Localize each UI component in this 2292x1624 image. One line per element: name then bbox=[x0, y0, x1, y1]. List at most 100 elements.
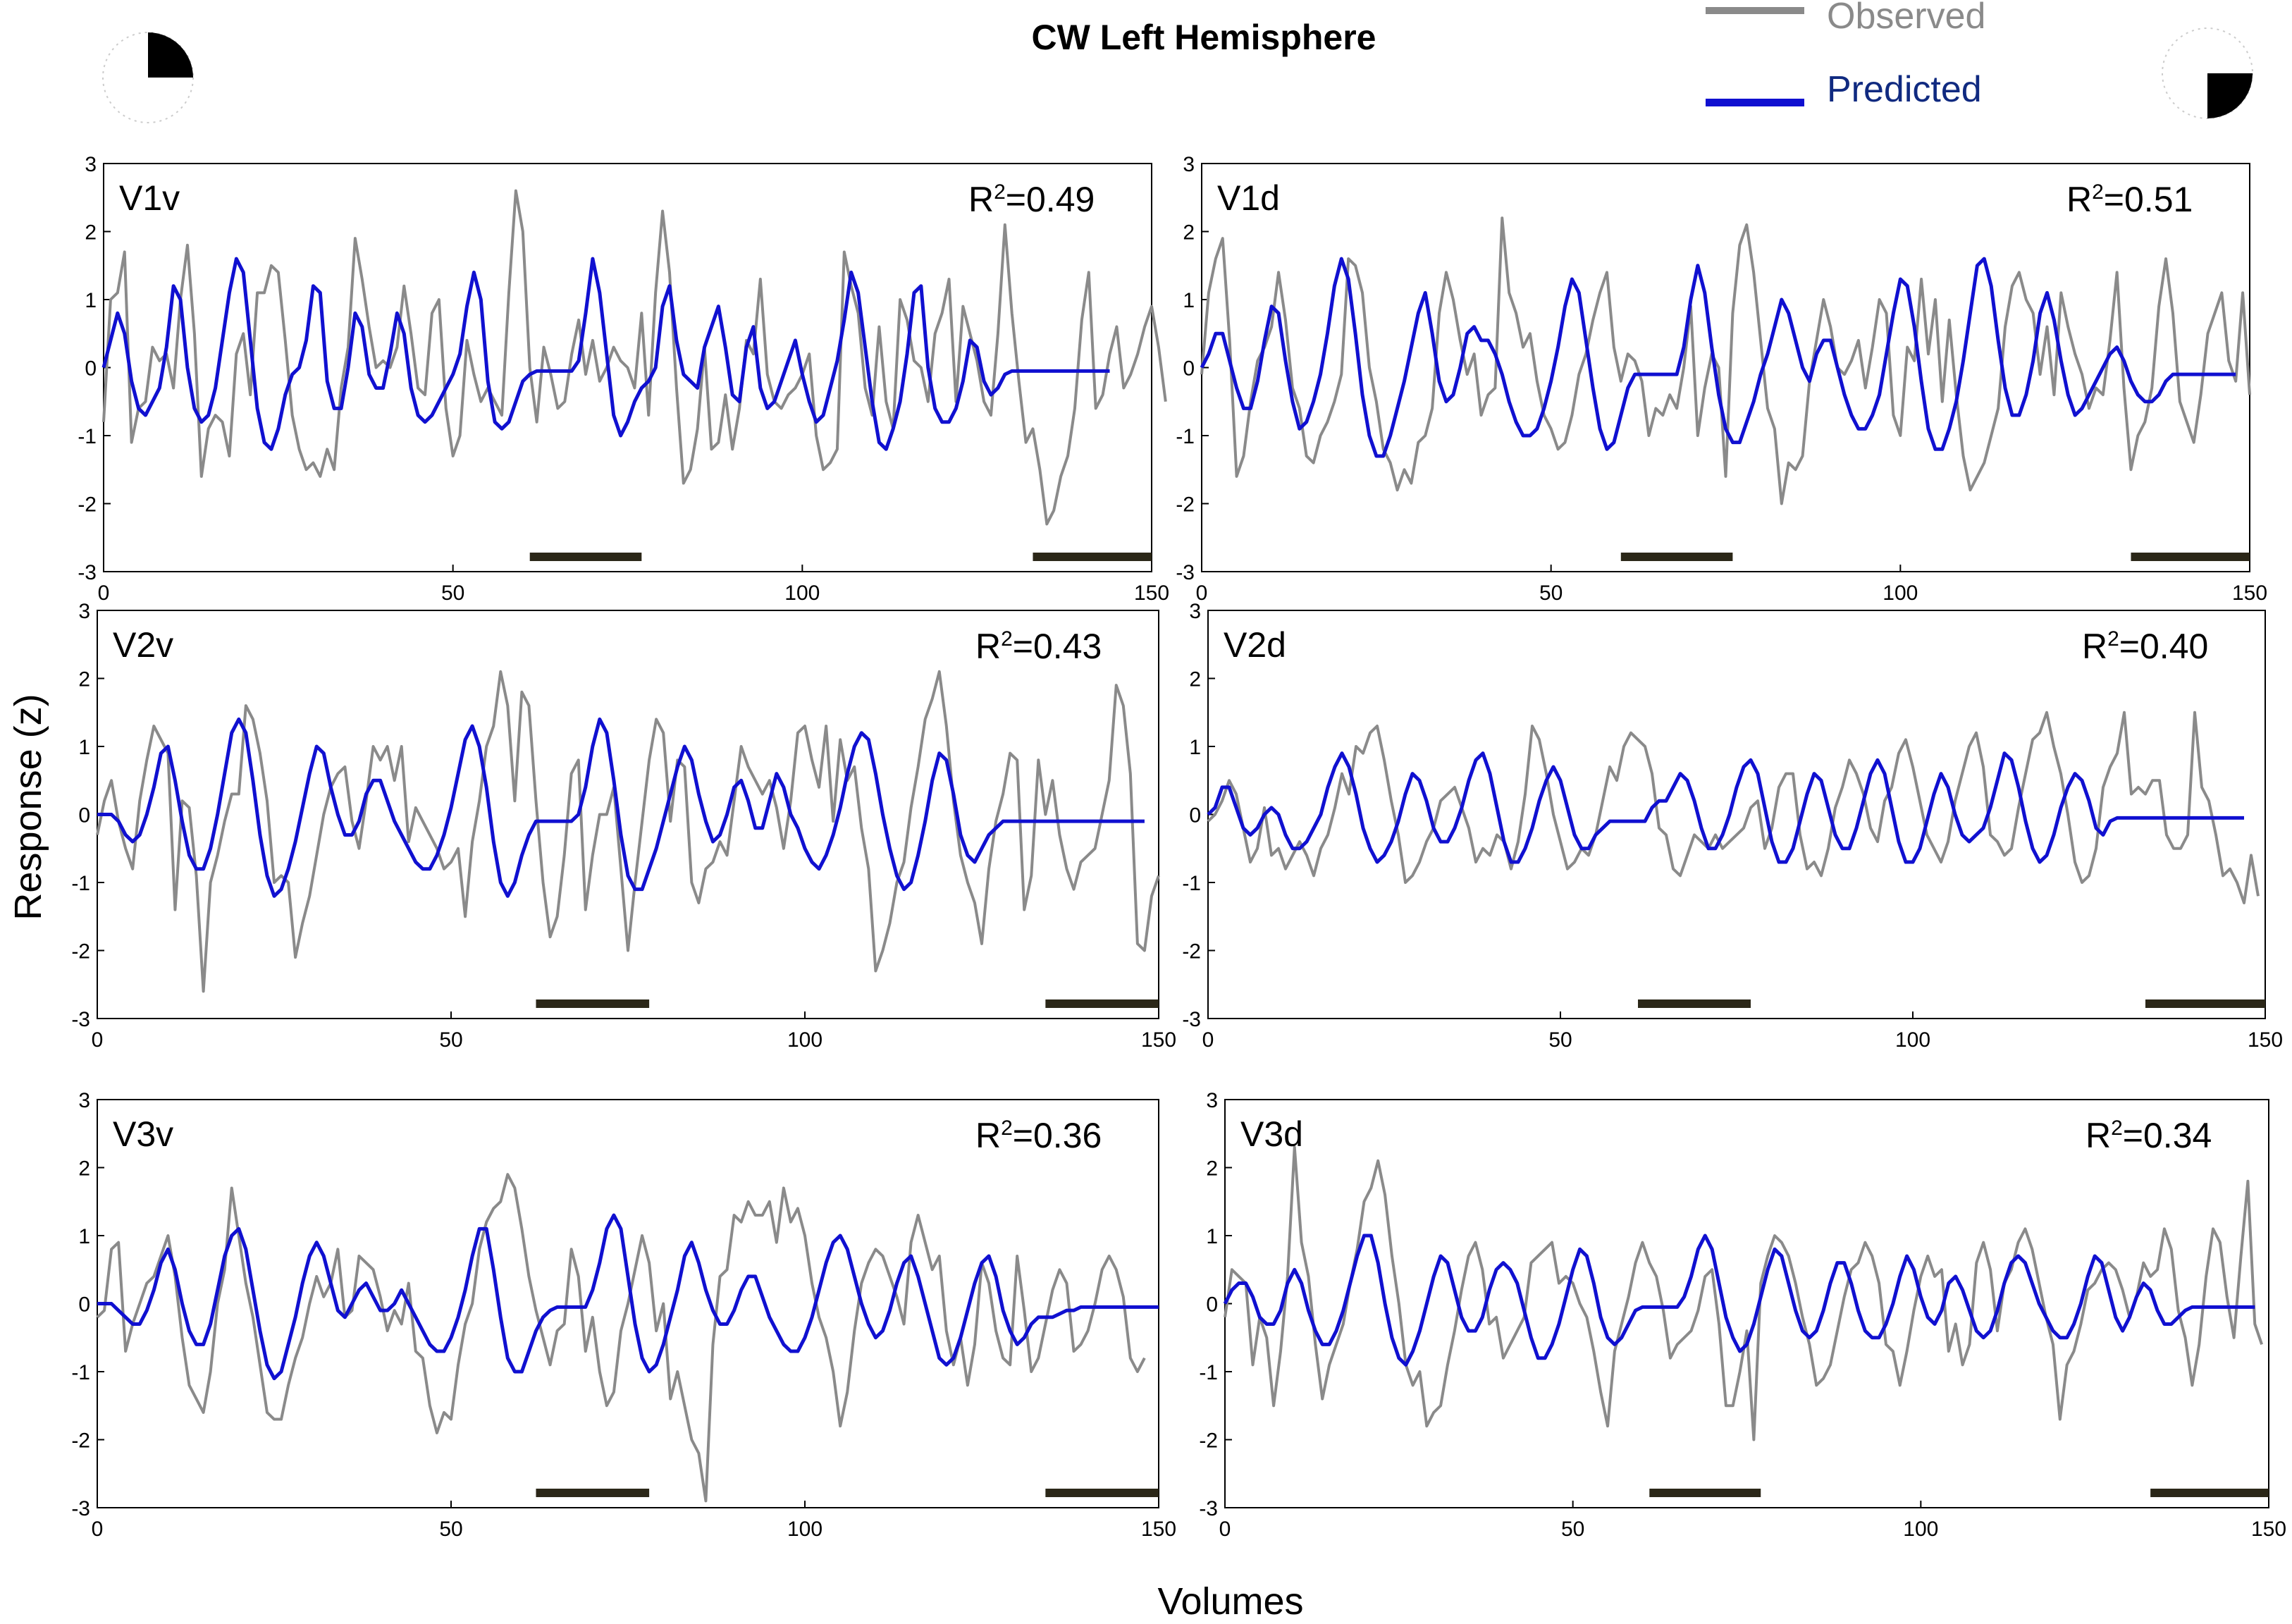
x-tick-label: 100 bbox=[787, 1028, 822, 1052]
y-tick-label: 1 bbox=[1183, 289, 1195, 312]
y-tick-label: 3 bbox=[1189, 600, 1201, 623]
x-tick-label: 100 bbox=[787, 1518, 822, 1541]
y-tick-label: 0 bbox=[1206, 1293, 1218, 1317]
observed-line bbox=[102, 189, 1167, 526]
x-tick-label: 50 bbox=[439, 1518, 462, 1541]
y-tick-label: -1 bbox=[1176, 425, 1195, 448]
x-tick-label: 0 bbox=[92, 1518, 104, 1541]
y-tick-label: 0 bbox=[1183, 357, 1195, 381]
r-squared-label: R2=0.43 bbox=[975, 627, 1102, 666]
predicted-line bbox=[97, 1213, 1159, 1381]
y-tick-label: -1 bbox=[1199, 1361, 1218, 1384]
panel-v3v: 3 2 1 0 -1 -2 -3 0 50 100 150 V3v R2=0.36 bbox=[71, 1089, 1176, 1541]
legend-observed-label: Observed bbox=[1827, 0, 1985, 37]
stimulus-bars bbox=[1620, 552, 2250, 561]
panel-v2v: 3 2 1 0 -1 -2 -3 0 50 100 150 V2v R2=0.43 bbox=[71, 600, 1176, 1052]
y-tick-label: -3 bbox=[78, 561, 97, 584]
x-tick-label: 150 bbox=[1134, 582, 1169, 605]
y-tick-label: 0 bbox=[78, 1293, 90, 1317]
stimulus-bars bbox=[1649, 1488, 2269, 1497]
stimulus-off-bar bbox=[1620, 552, 1733, 561]
x-tick-label: 100 bbox=[1883, 582, 1918, 605]
stimulus-bars bbox=[529, 552, 1152, 561]
x-tick-label: 50 bbox=[439, 1028, 462, 1052]
panel-v1d: 3 2 1 0 -1 -2 -3 0 50 100 150 V1d R2=0.51 bbox=[1176, 153, 2267, 605]
x-tick-label: 50 bbox=[1539, 582, 1563, 605]
x-tick-label: 150 bbox=[2248, 1028, 2283, 1052]
x-tick-label: 0 bbox=[92, 1028, 104, 1052]
r-squared-label: R2=0.49 bbox=[968, 180, 1095, 219]
y-tick-label: 2 bbox=[1189, 668, 1201, 691]
observed-line bbox=[96, 670, 1160, 993]
y-tick-label: -3 bbox=[71, 1008, 90, 1031]
predicted-line bbox=[1207, 751, 2244, 864]
stimulus-off-bar bbox=[2145, 999, 2265, 1008]
observed-line bbox=[1207, 710, 2260, 904]
y-tick-label: -3 bbox=[1199, 1497, 1218, 1520]
panel-label: V3v bbox=[113, 1114, 173, 1154]
y-tick-label: -2 bbox=[71, 940, 90, 964]
y-tick-label: 0 bbox=[85, 357, 97, 381]
x-axis: 0 50 100 150 bbox=[1202, 1011, 2283, 1052]
y-axis: 3 2 1 0 -1 -2 -3 bbox=[1176, 153, 1209, 584]
y-tick-label: -2 bbox=[1176, 493, 1195, 517]
y-tick-label: 1 bbox=[78, 1225, 90, 1248]
panel-label: V1v bbox=[119, 178, 180, 218]
r-squared-label: R2=0.34 bbox=[2085, 1116, 2212, 1155]
x-axis: 0 50 100 150 bbox=[98, 565, 1169, 605]
y-tick-label: 2 bbox=[85, 221, 97, 245]
x-tick-label: 0 bbox=[98, 582, 110, 605]
x-tick-label: 150 bbox=[2232, 582, 2267, 605]
y-tick-label: -1 bbox=[71, 1361, 90, 1384]
x-tick-label: 0 bbox=[1219, 1518, 1231, 1541]
observed-line bbox=[96, 1173, 1146, 1503]
stimulus-off-bar bbox=[536, 999, 650, 1008]
stimulus-off-bar bbox=[1045, 1488, 1159, 1497]
y-tick-label: -2 bbox=[71, 1429, 90, 1453]
legend-observed-swatch bbox=[1706, 7, 1804, 14]
stimulus-off-bar bbox=[536, 1488, 650, 1497]
r-squared-label: R2=0.36 bbox=[975, 1116, 1102, 1155]
stimulus-off-bar bbox=[1033, 552, 1152, 561]
quarter-disc-upper-right-icon bbox=[102, 32, 194, 123]
y-tick-label: 0 bbox=[78, 804, 90, 828]
x-tick-label: 150 bbox=[1141, 1028, 1176, 1052]
stimulus-off-bar bbox=[529, 552, 642, 561]
y-tick-label: -3 bbox=[1176, 561, 1195, 584]
y-tick-label: -3 bbox=[1182, 1008, 1201, 1031]
y-tick-label: -1 bbox=[1182, 872, 1201, 895]
legend: Observed Predicted bbox=[1706, 0, 1985, 110]
stimulus-bars bbox=[536, 1488, 1159, 1497]
predicted-line bbox=[1200, 257, 2236, 458]
observed-line bbox=[1224, 1145, 2264, 1441]
figure-title: CW Left Hemisphere bbox=[1032, 18, 1376, 57]
y-tick-label: 3 bbox=[1206, 1089, 1218, 1112]
quarter-disc-lower-right-icon bbox=[2162, 27, 2253, 119]
stimulus-bars bbox=[536, 999, 1159, 1008]
x-tick-label: 0 bbox=[1196, 582, 1208, 605]
panel-label: V2d bbox=[1224, 625, 1286, 665]
stimulus-off-bar bbox=[2150, 1488, 2269, 1497]
y-tick-label: 2 bbox=[78, 668, 90, 691]
y-tick-label: 0 bbox=[1189, 804, 1201, 828]
y-tick-label: 1 bbox=[78, 736, 90, 759]
x-tick-label: 50 bbox=[441, 582, 464, 605]
y-tick-label: 1 bbox=[1206, 1225, 1218, 1248]
x-axis: 0 50 100 150 bbox=[1196, 565, 2267, 605]
y-tick-label: 3 bbox=[1183, 153, 1195, 176]
y-axis: 3 2 1 0 -1 -2 -3 bbox=[71, 1089, 104, 1520]
x-tick-label: 100 bbox=[784, 582, 820, 605]
y-tick-label: 3 bbox=[78, 600, 90, 623]
y-axis: 3 2 1 0 -1 -2 -3 bbox=[71, 600, 104, 1031]
x-tick-label: 50 bbox=[1548, 1028, 1572, 1052]
panel-label: V2v bbox=[113, 625, 173, 665]
y-tick-label: 1 bbox=[1189, 736, 1201, 759]
x-tick-label: 50 bbox=[1561, 1518, 1584, 1541]
x-axis: 0 50 100 150 bbox=[92, 1501, 1176, 1541]
stimulus-off-bar bbox=[1638, 999, 1751, 1008]
x-axis: 0 50 100 150 bbox=[1219, 1501, 2286, 1541]
y-axis: 3 2 1 0 -1 -2 -3 bbox=[1182, 600, 1215, 1031]
y-tick-label: 3 bbox=[85, 153, 97, 176]
